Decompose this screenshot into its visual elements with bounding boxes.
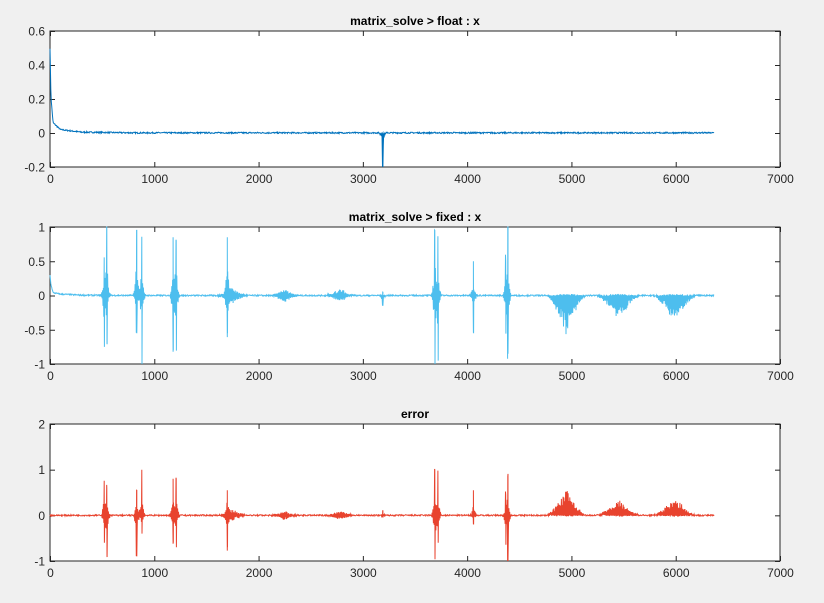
y-tick-label: 0.4 [28, 59, 45, 73]
x-tick-label: 4000 [454, 566, 481, 580]
x-tick-label: 2000 [246, 172, 273, 186]
x-tick-label: 5000 [559, 369, 586, 383]
y-tick-label: 0 [38, 289, 45, 303]
y-tick-label: 0 [38, 509, 45, 523]
y-tick-label: -1 [34, 555, 45, 569]
x-tick-label: 1000 [141, 369, 168, 383]
x-tick-label: 4000 [454, 369, 481, 383]
series-line [49, 468, 715, 562]
x-tick-label: 1000 [141, 566, 168, 580]
y-tick-label: 0.5 [28, 255, 45, 269]
axes-box [49, 30, 781, 168]
x-tick-label: 2000 [246, 369, 273, 383]
subplot-title: matrix_solve > float : x [350, 14, 480, 28]
y-tick-label: 0.6 [28, 25, 45, 39]
series-line [49, 226, 715, 365]
x-tick-label: 3000 [350, 369, 377, 383]
y-tick-label: 2 [38, 418, 45, 432]
y-tick-label: 0 [38, 127, 45, 141]
x-tick-label: 0 [47, 369, 54, 383]
subplot-1: 0 1000 2000 3000 4000 5000 6000 7000-0.200.20.4… [24, 14, 794, 186]
x-tick-label: 5000 [559, 172, 586, 186]
x-tick-label: 3000 [350, 566, 377, 580]
y-tick-label: 1 [38, 221, 45, 235]
x-tick-label: 6000 [663, 172, 690, 186]
series-line [49, 48, 715, 168]
subplot-title: error [401, 407, 429, 421]
x-tick-label: 7000 [767, 566, 794, 580]
y-tick-label: 1 [38, 463, 45, 477]
x-tick-label: 0 [47, 172, 54, 186]
y-tick-label: -0.5 [24, 323, 45, 337]
x-tick-label: 0 [47, 566, 54, 580]
x-tick-label: 7000 [767, 369, 794, 383]
x-tick-label: 6000 [663, 369, 690, 383]
x-tick-label: 6000 [663, 566, 690, 580]
x-tick-label: 4000 [454, 172, 481, 186]
y-tick-label: -1 [34, 358, 45, 372]
x-tick-label: 5000 [559, 566, 586, 580]
subplot-title: matrix_solve > fixed : x [349, 210, 482, 224]
y-tick-label: -0.2 [24, 161, 45, 175]
x-tick-label: 7000 [767, 172, 794, 186]
x-tick-label: 2000 [246, 566, 273, 580]
x-tick-label: 3000 [350, 172, 377, 186]
axes-box [49, 423, 781, 562]
subplot-2: 0 1000 2000 3000 4000 5000 6000 7000 -1 -0.5 0 0.5 1… [24, 210, 794, 383]
x-tick-label: 1000 [141, 172, 168, 186]
y-tick-label: 0.2 [28, 93, 45, 107]
